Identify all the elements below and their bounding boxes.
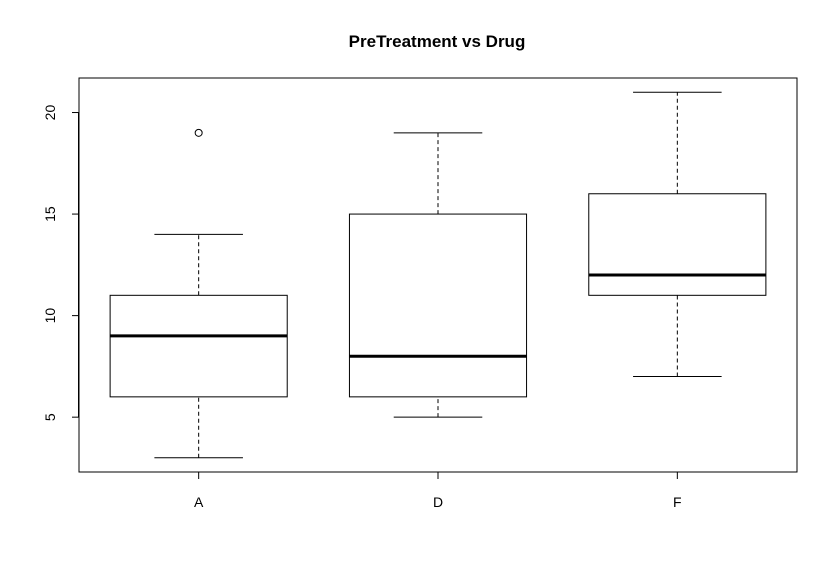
y-tick-label: 10 (42, 308, 58, 324)
boxes-group (109, 91, 767, 459)
iqr-box (348, 213, 528, 398)
x-tick-label: D (433, 494, 443, 510)
y-axis: 5 10 15 20 (42, 105, 79, 421)
iqr-box (109, 294, 288, 398)
box-A (109, 128, 288, 459)
chart-title: PreTreatment vs Drug (349, 32, 526, 51)
iqr-box (588, 193, 767, 296)
box-D (348, 132, 528, 418)
y-tick-label: 15 (42, 206, 58, 222)
box-F (588, 91, 767, 378)
y-tick-label: 5 (42, 413, 58, 421)
y-tick-label: 20 (42, 105, 58, 121)
x-tick-label: A (194, 494, 204, 510)
x-tick-label: F (673, 494, 682, 510)
outlier-point (194, 128, 203, 137)
